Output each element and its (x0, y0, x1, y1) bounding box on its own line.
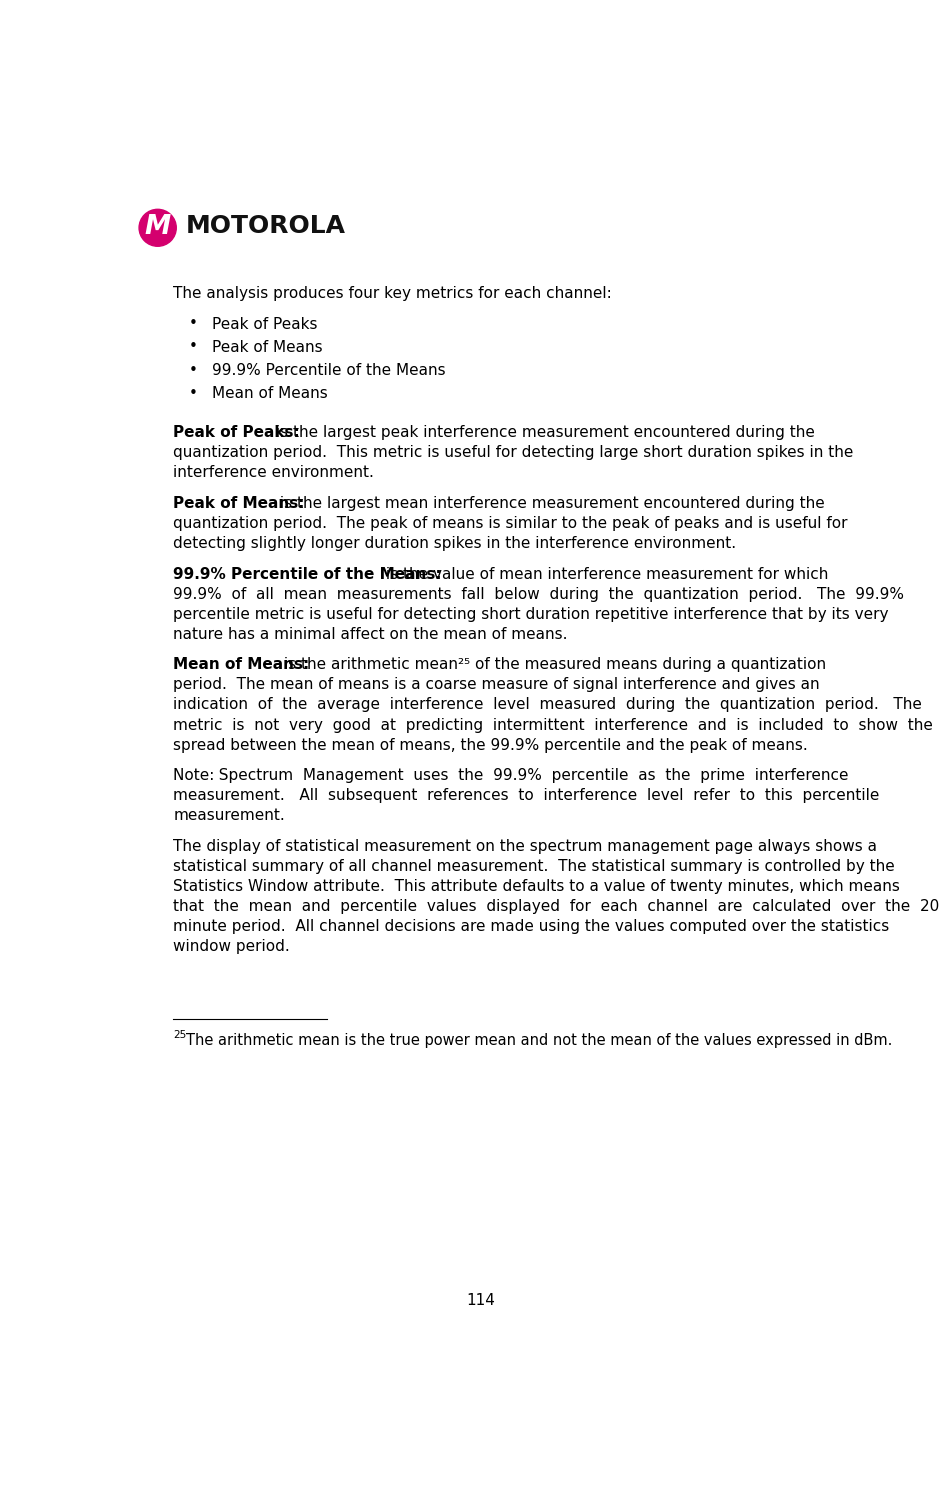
Text: 99.9% Percentile of the Means: 99.9% Percentile of the Means (212, 363, 445, 378)
Text: minute period.  All channel decisions are made using the values computed over th: minute period. All channel decisions are… (173, 919, 889, 934)
Text: is the largest mean interference measurement encountered during the: is the largest mean interference measure… (275, 496, 824, 511)
Text: M: M (145, 214, 171, 241)
Text: 25: 25 (173, 1031, 187, 1040)
Text: Peak of Peaks:: Peak of Peaks: (173, 424, 300, 439)
Text: •: • (189, 363, 197, 378)
Text: window period.: window period. (173, 940, 290, 955)
Text: Peak of Means:: Peak of Means: (173, 496, 304, 511)
Text: 114: 114 (467, 1294, 496, 1309)
Text: measurement.   All  subsequent  references  to  interference  level  refer  to  : measurement. All subsequent references t… (173, 789, 880, 804)
Text: measurement.: measurement. (173, 808, 285, 823)
Text: The arithmetic mean is the true power mean and not the mean of the values expres: The arithmetic mean is the true power me… (186, 1034, 892, 1049)
Circle shape (139, 209, 177, 247)
Text: spread between the mean of means, the 99.9% percentile and the peak of means.: spread between the mean of means, the 99… (173, 738, 808, 753)
Text: period.  The mean of means is a coarse measure of signal interference and gives : period. The mean of means is a coarse me… (173, 677, 820, 693)
Text: is the value of mean interference measurement for which: is the value of mean interference measur… (381, 566, 829, 581)
Text: The analysis produces four key metrics for each channel:: The analysis produces four key metrics f… (173, 287, 612, 302)
Text: Mean of Means: Mean of Means (212, 387, 328, 402)
Text: •: • (189, 385, 197, 400)
Text: MOTOROLA: MOTOROLA (186, 214, 346, 238)
Text: •: • (189, 317, 197, 332)
Text: 99.9%  of  all  mean  measurements  fall  below  during  the  quantization  peri: 99.9% of all mean measurements fall belo… (173, 587, 904, 602)
Text: Mean of Means:: Mean of Means: (173, 657, 310, 672)
Text: 99.9% Percentile of the Means:: 99.9% Percentile of the Means: (173, 566, 442, 581)
Text: Spectrum  Management  uses  the  99.9%  percentile  as  the  prime  interference: Spectrum Management uses the 99.9% perce… (209, 768, 849, 783)
Text: is the largest peak interference measurement encountered during the: is the largest peak interference measure… (271, 424, 815, 439)
Text: quantization period.  This metric is useful for detecting large short duration s: quantization period. This metric is usef… (173, 445, 854, 460)
Text: is the arithmetic mean²⁵ of the measured means during a quantization: is the arithmetic mean²⁵ of the measured… (279, 657, 826, 672)
Text: that  the  mean  and  percentile  values  displayed  for  each  channel  are  ca: that the mean and percentile values disp… (173, 899, 939, 914)
Text: Note:: Note: (173, 768, 220, 783)
Text: Statistics Window attribute.  This attribute defaults to a value of twenty minut: Statistics Window attribute. This attrib… (173, 878, 901, 895)
Text: The display of statistical measurement on the spectrum management page always sh: The display of statistical measurement o… (173, 840, 877, 855)
Text: quantization period.  The peak of means is similar to the peak of peaks and is u: quantization period. The peak of means i… (173, 515, 848, 530)
Text: statistical summary of all channel measurement.  The statistical summary is cont: statistical summary of all channel measu… (173, 859, 895, 874)
Text: •: • (189, 339, 197, 354)
Text: Peak of Peaks: Peak of Peaks (212, 317, 317, 332)
Text: indication  of  the  average  interference  level  measured  during  the  quanti: indication of the average interference l… (173, 698, 922, 713)
Text: interference environment.: interference environment. (173, 465, 374, 480)
Text: percentile metric is useful for detecting short duration repetitive interference: percentile metric is useful for detectin… (173, 607, 888, 622)
Text: metric  is  not  very  good  at  predicting  intermittent  interference  and  is: metric is not very good at predicting in… (173, 717, 933, 732)
Text: Peak of Means: Peak of Means (212, 341, 323, 356)
Text: nature has a minimal affect on the mean of means.: nature has a minimal affect on the mean … (173, 626, 568, 641)
Text: detecting slightly longer duration spikes in the interference environment.: detecting slightly longer duration spike… (173, 536, 736, 551)
